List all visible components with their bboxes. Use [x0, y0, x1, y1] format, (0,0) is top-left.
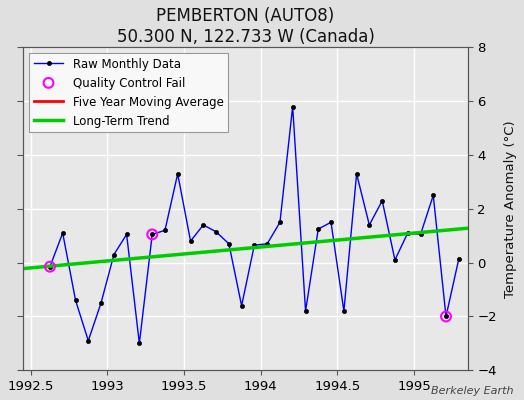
Legend: Raw Monthly Data, Quality Control Fail, Five Year Moving Average, Long-Term Tren: Raw Monthly Data, Quality Control Fail, … — [29, 53, 228, 132]
Quality Control Fail — [442, 313, 450, 320]
Raw Monthly Data — [315, 227, 321, 232]
Raw Monthly Data — [341, 309, 347, 314]
Raw Monthly Data — [213, 229, 219, 234]
Raw Monthly Data — [47, 264, 53, 269]
Raw Monthly Data — [392, 258, 398, 262]
Raw Monthly Data — [302, 309, 309, 314]
Raw Monthly Data — [226, 242, 232, 246]
Raw Monthly Data — [366, 222, 373, 227]
Title: PEMBERTON (AUTO8)
50.300 N, 122.733 W (Canada): PEMBERTON (AUTO8) 50.300 N, 122.733 W (C… — [116, 7, 374, 46]
Raw Monthly Data — [430, 193, 436, 198]
Raw Monthly Data — [456, 256, 462, 261]
Raw Monthly Data — [238, 303, 245, 308]
Line: Raw Monthly Data: Raw Monthly Data — [48, 104, 461, 346]
Y-axis label: Temperature Anomaly (°C): Temperature Anomaly (°C) — [504, 120, 517, 298]
Raw Monthly Data — [277, 220, 283, 225]
Raw Monthly Data — [354, 172, 360, 176]
Raw Monthly Data — [72, 298, 79, 303]
Raw Monthly Data — [111, 252, 117, 257]
Raw Monthly Data — [149, 232, 156, 237]
Raw Monthly Data — [264, 242, 270, 246]
Raw Monthly Data — [136, 341, 143, 346]
Raw Monthly Data — [443, 314, 449, 319]
Raw Monthly Data — [124, 232, 130, 237]
Raw Monthly Data — [60, 231, 66, 236]
Raw Monthly Data — [290, 104, 296, 109]
Raw Monthly Data — [200, 222, 206, 227]
Raw Monthly Data — [98, 301, 104, 306]
Raw Monthly Data — [162, 228, 168, 233]
Raw Monthly Data — [251, 243, 257, 248]
Raw Monthly Data — [174, 172, 181, 176]
Quality Control Fail — [148, 231, 157, 238]
Quality Control Fail — [46, 264, 54, 270]
Raw Monthly Data — [405, 231, 411, 236]
Raw Monthly Data — [188, 239, 194, 244]
Raw Monthly Data — [85, 338, 91, 343]
Text: Berkeley Earth: Berkeley Earth — [431, 386, 514, 396]
Raw Monthly Data — [328, 220, 334, 225]
Raw Monthly Data — [379, 198, 385, 203]
Raw Monthly Data — [418, 232, 424, 237]
